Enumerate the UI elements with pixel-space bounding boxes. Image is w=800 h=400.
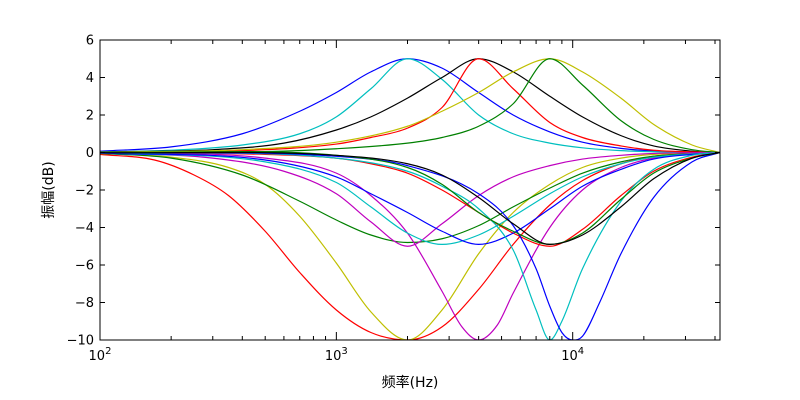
y-axis-label: 振幅(dB)	[41, 161, 57, 218]
series-line-10	[100, 151, 720, 247]
ticks-layer: −10 −8 −6 −4 −2 0 2 4 6 102 103 104	[67, 34, 720, 364]
y-tick-label: 0	[86, 146, 94, 161]
series-line-18	[100, 151, 720, 245]
series-line-1	[100, 58, 720, 154]
series-layer	[100, 58, 720, 340]
y-tick-label: −4	[75, 221, 94, 236]
series-line-8	[100, 151, 720, 340]
y-tick-label: 6	[86, 34, 94, 49]
y-tick-label: 4	[86, 71, 94, 86]
series-line-4	[100, 58, 720, 154]
x-tick-label: 103	[325, 346, 348, 364]
x-tick-label: 102	[89, 346, 112, 364]
x-axis-label: 频率(Hz)	[382, 374, 439, 391]
plot-frame	[99, 39, 721, 341]
series-line-15	[100, 151, 720, 340]
series-line-14	[100, 151, 720, 245]
y-tick-label: 2	[86, 109, 94, 124]
y-tick-label: −8	[75, 296, 94, 311]
x-tick-label: 104	[561, 346, 584, 364]
series-line-5	[100, 58, 720, 154]
y-tick-label: −10	[67, 334, 94, 349]
series-line-11	[100, 151, 720, 340]
series-line-2	[100, 58, 720, 154]
y-tick-label: −6	[75, 259, 94, 274]
series-line-13	[100, 151, 720, 245]
y-tick-label: −2	[75, 184, 94, 199]
series-line-9	[100, 151, 720, 244]
series-line-6	[100, 58, 720, 154]
series-line-3	[100, 58, 720, 154]
